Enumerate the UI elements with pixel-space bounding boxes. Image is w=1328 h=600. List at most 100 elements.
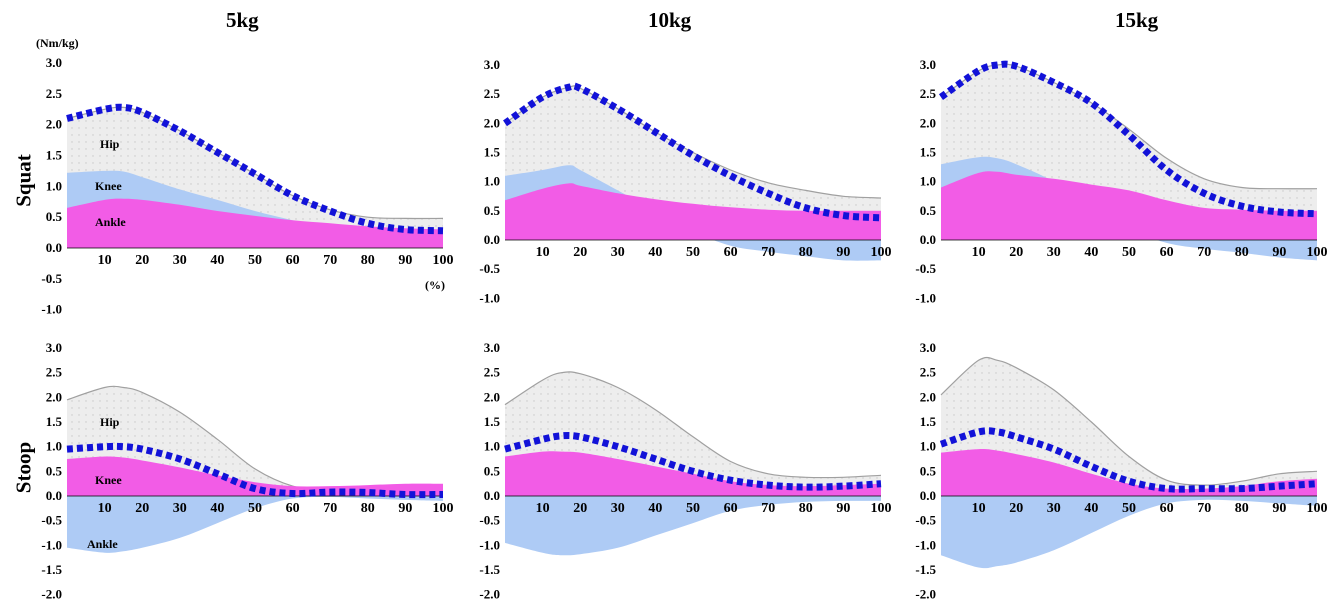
knee-area xyxy=(67,456,443,496)
panel-squat-15kg: 3.0 2.5 2.0 1.5 1.0 0.5 0.0 -0.5 -1.0 10 20 30 40 50 6… xyxy=(915,57,1327,305)
x-tick-label: 10 xyxy=(98,253,112,268)
x-tick-label: 90 xyxy=(398,501,412,516)
x-tick-label: 20 xyxy=(573,501,587,516)
y-tick-label: 2.0 xyxy=(484,389,500,404)
label-ankle: Ankle xyxy=(87,537,118,551)
y-tick-label: 2.0 xyxy=(484,115,500,130)
ankle-area xyxy=(941,171,1317,240)
x-tick-label: 90 xyxy=(836,245,850,260)
y-tick-label: 3.0 xyxy=(46,55,62,70)
y-tick-label: -1.0 xyxy=(479,290,500,305)
x-tick-label: 40 xyxy=(648,501,662,516)
y-tick-label: -1.0 xyxy=(41,302,62,317)
panel-stoop-5kg: 3.0 2.5 2.0 1.5 1.0 0.5 0.0 -0.5 -1.0 -1.5 -2.0 10 2… xyxy=(41,340,453,600)
x-tick-label: 30 xyxy=(173,501,187,516)
total-line xyxy=(938,60,1318,218)
column-title-5kg: 5kg xyxy=(226,8,259,32)
y-tick-label: -0.5 xyxy=(41,513,62,528)
x-tick-label: 40 xyxy=(210,253,224,268)
y-tick-label: 1.0 xyxy=(920,174,936,189)
x-tick-label: 60 xyxy=(1160,245,1174,260)
x-tick-label: 70 xyxy=(323,253,337,268)
x-tick-label: 60 xyxy=(286,501,300,516)
x-tick-label: 100 xyxy=(871,245,892,260)
x-tick-label: 70 xyxy=(323,501,337,516)
total-line xyxy=(502,82,882,222)
y-unit-label: (Nm/kg) xyxy=(36,36,79,50)
x-tick-label: 50 xyxy=(1122,501,1136,516)
x-tick-label: 20 xyxy=(135,501,149,516)
y-tick-label: 0.5 xyxy=(484,463,501,478)
x-tick-label: 70 xyxy=(761,501,775,516)
y-tick-label: 0.0 xyxy=(484,232,500,247)
x-tick-label: 70 xyxy=(761,245,775,260)
y-tick-label: 1.0 xyxy=(920,439,936,454)
x-tick-label: 80 xyxy=(361,253,375,268)
y-tick-label: 1.5 xyxy=(484,145,501,160)
y-tick-label: 3.0 xyxy=(484,57,500,72)
ankle-area xyxy=(505,496,881,556)
x-tick-label: 10 xyxy=(972,245,986,260)
panel-squat-5kg: 3.0 2.5 2.0 1.5 1.0 0.5 0.0 -0.5 -1.0 10 20 30 40 50 6… xyxy=(41,55,453,317)
y-tick-label: -2.0 xyxy=(41,587,62,600)
y-tick-label: -1.5 xyxy=(915,562,936,577)
x-tick-label: 80 xyxy=(1235,245,1249,260)
ankle-area xyxy=(941,496,1317,569)
y-tick-label: 1.0 xyxy=(484,174,500,189)
column-title-10kg: 10kg xyxy=(648,8,692,32)
y-tick-label: 2.5 xyxy=(484,365,501,380)
total-line xyxy=(66,442,444,499)
x-tick-label: 10 xyxy=(98,501,112,516)
y-tick-label: 0.0 xyxy=(46,488,62,503)
x-tick-label: 100 xyxy=(871,501,892,516)
y-tick-label: 2.0 xyxy=(46,389,62,404)
y-tick-label: -2.0 xyxy=(479,587,500,600)
x-tick-label: 10 xyxy=(972,501,986,516)
y-tick-label: -1.0 xyxy=(41,537,62,552)
y-tick-label: 0.0 xyxy=(484,488,500,503)
y-tick-label: 2.0 xyxy=(920,389,936,404)
y-tick-label: 3.0 xyxy=(920,57,936,72)
y-tick-label: 1.5 xyxy=(484,414,501,429)
x-tick-label: 90 xyxy=(836,501,850,516)
column-title-15kg: 15kg xyxy=(1115,8,1159,32)
y-tick-label: 1.0 xyxy=(484,439,500,454)
knee-area xyxy=(941,449,1317,496)
y-tick-label: 0.5 xyxy=(46,463,63,478)
panel-stoop-15kg: 3.0 2.5 2.0 1.5 1.0 0.5 0.0 -0.5 -1.0 -1.5 -2.0 10 2… xyxy=(915,340,1327,600)
y-tick-label: -2.0 xyxy=(915,587,936,600)
x-tick-label: 70 xyxy=(1197,245,1211,260)
y-tick-label: -0.5 xyxy=(41,271,62,286)
x-tick-label: 10 xyxy=(536,245,550,260)
y-tick-label: 1.0 xyxy=(46,178,62,193)
ankle-area xyxy=(67,496,443,553)
x-tick-label: 60 xyxy=(724,245,738,260)
y-tick-label: -0.5 xyxy=(479,261,500,276)
x-tick-label: 60 xyxy=(1160,501,1174,516)
label-ankle: Ankle xyxy=(95,215,126,229)
y-tick-label: -0.5 xyxy=(915,261,936,276)
y-tick-label: 2.0 xyxy=(46,117,62,132)
y-tick-label: 2.5 xyxy=(920,86,937,101)
x-tick-label: 20 xyxy=(1009,501,1023,516)
x-tick-label: 20 xyxy=(135,253,149,268)
label-hip: Hip xyxy=(100,415,120,429)
label-knee: Knee xyxy=(95,473,122,487)
y-tick-label: -1.0 xyxy=(915,290,936,305)
y-tick-label: 1.5 xyxy=(920,145,937,160)
x-tick-label: 90 xyxy=(398,253,412,268)
ankle-area xyxy=(505,183,881,240)
x-tick-label: 40 xyxy=(1084,245,1098,260)
x-tick-label: 20 xyxy=(1009,245,1023,260)
y-tick-label: 1.5 xyxy=(46,148,63,163)
y-tick-label: 0.5 xyxy=(46,209,63,224)
y-tick-label: 3.0 xyxy=(484,340,500,355)
y-tick-label: -0.5 xyxy=(479,513,500,528)
x-tick-label: 90 xyxy=(1272,501,1286,516)
x-tick-label: 100 xyxy=(1307,245,1328,260)
x-tick-label: 100 xyxy=(433,253,454,268)
x-tick-label: 10 xyxy=(536,501,550,516)
x-tick-label: 50 xyxy=(686,245,700,260)
x-tick-label: 60 xyxy=(724,501,738,516)
